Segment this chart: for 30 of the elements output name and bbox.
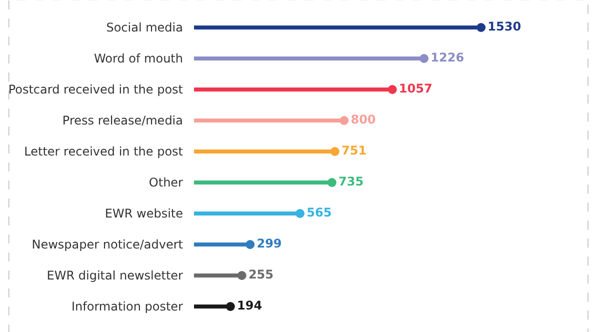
point bbox=[237, 271, 246, 280]
data-label: 565 bbox=[306, 206, 332, 220]
data-label: 255 bbox=[248, 268, 274, 282]
data-label: 751 bbox=[342, 144, 367, 158]
y-tick-label: Information poster bbox=[71, 300, 184, 314]
data-label: 735 bbox=[338, 174, 364, 188]
point bbox=[340, 116, 349, 125]
y-tick-label: Other bbox=[148, 176, 184, 190]
data-label: 299 bbox=[256, 236, 282, 250]
y-tick-label: Press release/media bbox=[62, 114, 183, 128]
y-tick-label: Newspaper notice/advert bbox=[32, 238, 184, 252]
point bbox=[327, 178, 336, 187]
data-label: 1057 bbox=[398, 82, 432, 96]
y-tick-label: Letter received in the post bbox=[24, 144, 184, 159]
point bbox=[420, 54, 429, 63]
point bbox=[246, 240, 255, 249]
point bbox=[330, 147, 340, 156]
data-label: 1226 bbox=[430, 50, 464, 64]
y-tick-label: Word of mouth bbox=[94, 52, 183, 66]
y-tick-label: Postcard received in the post bbox=[8, 82, 184, 97]
data-label: 800 bbox=[350, 112, 376, 126]
data-label: 194 bbox=[237, 298, 262, 312]
point bbox=[476, 23, 486, 32]
point bbox=[296, 209, 304, 218]
data-label: 1530 bbox=[488, 20, 522, 34]
point bbox=[388, 85, 397, 94]
y-tick-label: Social media bbox=[106, 20, 183, 35]
y-tick-label: EWR digital newsletter bbox=[46, 268, 184, 283]
y-tick-label: EWR website bbox=[104, 206, 183, 221]
point bbox=[226, 302, 235, 311]
